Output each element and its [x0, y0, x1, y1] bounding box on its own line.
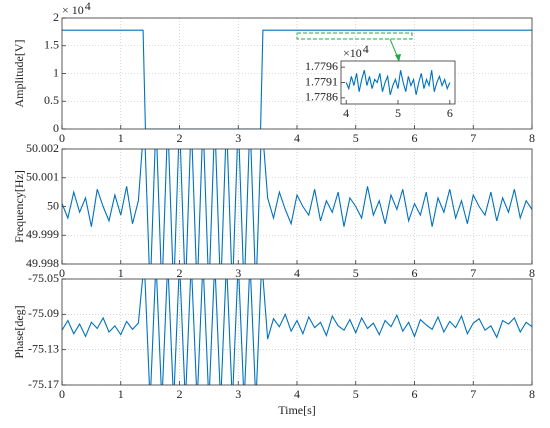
x-tick-label: 8: [529, 387, 535, 401]
x-tick-label: 4: [294, 387, 300, 401]
y-tick-label: 1.5: [44, 38, 59, 52]
y-axis-label: Frequency[Hz]: [12, 170, 26, 243]
inset-background: [341, 61, 455, 104]
x-tick-label: 0: [59, 387, 65, 401]
x-tick-label: 7: [470, 131, 476, 145]
y-tick-label: 1.7786: [305, 90, 338, 104]
x-tick-label: 5: [395, 106, 401, 120]
data-line: [62, 29, 532, 129]
x-tick-label: 7: [470, 387, 476, 401]
y-tick-label: 50: [47, 198, 59, 212]
x-tick-label: 6: [412, 131, 418, 145]
x-tick-label: 3: [235, 387, 241, 401]
axis-multiplier-exponent: 4: [85, 0, 91, 13]
x-tick-label: 4: [294, 266, 300, 280]
y-tick-label: 0: [53, 121, 59, 135]
x-tick-label: 6: [412, 266, 418, 280]
x-tick-label: 5: [353, 266, 359, 280]
y-tick-label: 1.7796: [305, 59, 338, 73]
y-tick-label: 50.002: [26, 141, 59, 155]
x-tick-label: 1: [118, 387, 124, 401]
x-tick-label: 6: [412, 387, 418, 401]
x-tick-label: 4: [294, 131, 300, 145]
x-tick-label: 3: [235, 131, 241, 145]
y-tick-label: 1: [53, 65, 59, 79]
x-tick-label: 1: [118, 131, 124, 145]
axes-box: [61, 148, 533, 265]
axis-multiplier-exponent: 4: [363, 42, 369, 56]
x-axis-label: Time[s]: [278, 403, 316, 417]
axes-box: [61, 17, 533, 130]
y-tick-label: -75.05: [28, 271, 59, 285]
y-tick-label: 50.001: [26, 170, 59, 184]
x-tick-label: 6: [447, 106, 453, 120]
y-tick-label: 49.998: [26, 256, 59, 270]
x-tick-label: 2: [177, 387, 183, 401]
x-tick-label: 5: [353, 131, 359, 145]
y-axis-label: Phase[deg]: [12, 305, 26, 358]
y-tick-label: -75.17: [28, 377, 59, 391]
x-tick-label: 1: [118, 266, 124, 280]
y-tick-label: 1.7791: [305, 74, 338, 88]
zoom-box: [296, 32, 413, 40]
y-axis-label: Amplitude[V]: [12, 40, 26, 108]
axis-multiplier: ×10: [343, 46, 362, 60]
data-line: [62, 279, 532, 385]
zoom-arrowhead: [395, 54, 401, 62]
axes-box: [61, 278, 533, 386]
data-line: [345, 70, 451, 95]
x-tick-label: 2: [177, 131, 183, 145]
y-tick-label: 0.5: [44, 93, 59, 107]
y-tick-label: -75.09: [28, 306, 59, 320]
y-tick-label: -75.13: [28, 341, 59, 355]
x-tick-label: 7: [470, 266, 476, 280]
data-line: [62, 149, 532, 264]
x-tick-label: 4: [343, 106, 349, 120]
x-tick-label: 0: [59, 131, 65, 145]
axis-multiplier: × 10: [62, 3, 84, 17]
x-tick-label: 0: [59, 266, 65, 280]
y-tick-label: 49.999: [26, 227, 59, 241]
x-tick-label: 8: [529, 131, 535, 145]
x-tick-label: 3: [235, 266, 241, 280]
x-tick-label: 8: [529, 266, 535, 280]
x-tick-label: 5: [353, 387, 359, 401]
y-tick-label: 2: [53, 10, 59, 24]
axes-box: [340, 60, 456, 105]
x-tick-label: 2: [177, 266, 183, 280]
